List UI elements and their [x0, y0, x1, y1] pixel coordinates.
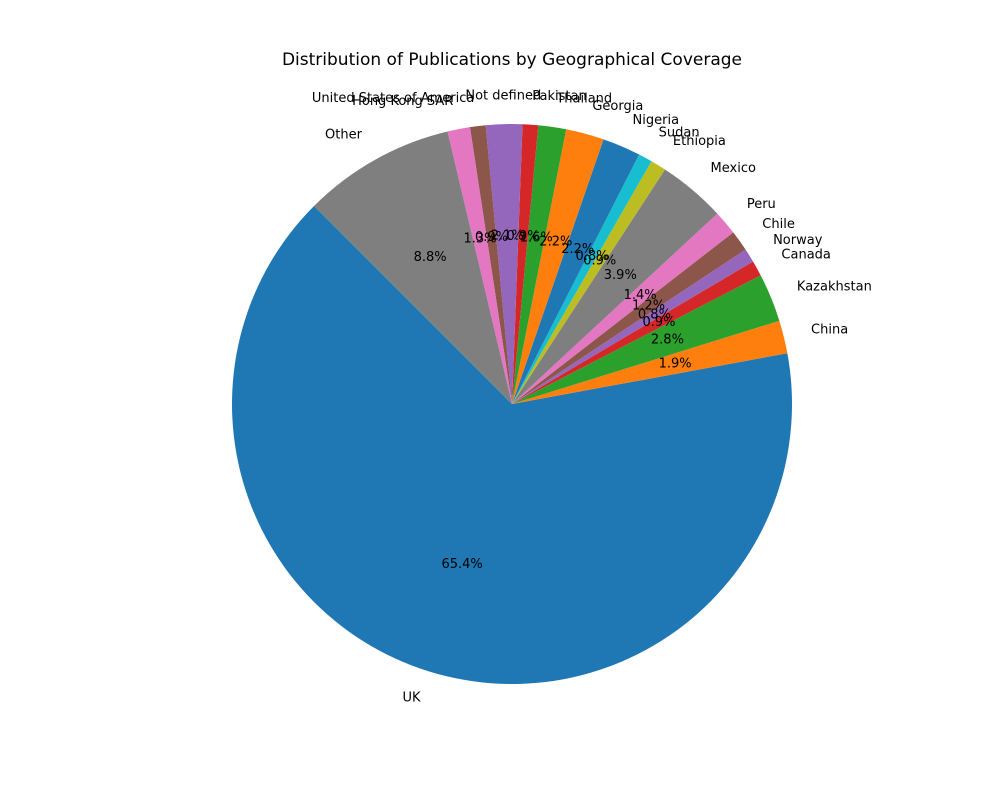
- pie-percent-labels: 65.4%1.9%2.8%0.9%0.8%1.2%1.4%3.9%0.9%0.8…: [414, 229, 692, 572]
- slice-label: Nigeria: [633, 113, 680, 128]
- pie-slice: [512, 154, 652, 404]
- slice-percent-label: 3.9%: [604, 268, 637, 283]
- slice-label: Ethiopia: [673, 134, 726, 149]
- slice-percent-label: 2.2%: [539, 234, 572, 249]
- slice-percent-label: 8.8%: [414, 250, 447, 265]
- slice-label: China: [811, 323, 848, 338]
- pie-slice: [512, 125, 567, 405]
- pie-slice: [512, 129, 604, 404]
- slice-percent-label: 65.4%: [441, 557, 482, 572]
- slice-label: Not defined: [465, 89, 541, 104]
- pie-slice: [512, 232, 746, 404]
- slice-percent-label: 0.9%: [507, 229, 540, 244]
- slice-percent-label: 2.1%: [491, 229, 524, 244]
- slice-label: Georgia: [592, 99, 643, 114]
- slice-percent-label: 0.9%: [642, 315, 675, 330]
- pie-slice: [512, 320, 788, 404]
- slice-label: UK: [402, 691, 421, 706]
- pie-slice: [512, 139, 640, 405]
- slice-percent-label: 0.8%: [575, 249, 608, 264]
- pie-slice: [512, 213, 734, 404]
- slice-label: Peru: [747, 197, 776, 212]
- slice-label: Mexico: [711, 161, 756, 176]
- slice-label: Thailand: [555, 92, 612, 107]
- chart-title: Distribution of Publications by Geograph…: [281, 50, 743, 70]
- slice-percent-label: 0.9%: [583, 253, 616, 268]
- pie-slice: [447, 127, 512, 404]
- slice-percent-label: 1.3%: [463, 232, 496, 247]
- slice-percent-label: 2.2%: [561, 242, 594, 257]
- pie-slice: [314, 131, 512, 404]
- pie-slices: [232, 124, 792, 684]
- slice-percent-label: 0.8%: [638, 307, 671, 322]
- pie-slice: [512, 161, 665, 404]
- slice-label: Hong Kong SAR: [352, 94, 453, 109]
- pie-slice: [232, 206, 792, 684]
- slice-label: United States of America: [312, 91, 474, 106]
- slice-label: Kazakhstan: [797, 280, 872, 295]
- slice-label: Norway: [773, 233, 823, 248]
- pie-slice: [512, 124, 539, 404]
- pie-slice: [512, 275, 780, 404]
- slice-percent-label: 2.8%: [651, 333, 684, 348]
- slice-percent-label: 1.4%: [624, 288, 657, 303]
- pie-slice: [485, 124, 523, 404]
- slice-label: Pakistan: [532, 89, 586, 104]
- slice-percent-label: 0.9%: [475, 230, 508, 245]
- slice-label: Canada: [781, 247, 830, 262]
- slice-percent-label: 1.9%: [659, 356, 692, 371]
- pie-slice: [469, 125, 512, 405]
- pie-slice: [512, 169, 718, 404]
- pie-slice: [512, 249, 754, 404]
- slice-percent-label: 1.2%: [632, 299, 665, 314]
- slice-percent-label: 1.6%: [520, 230, 553, 245]
- pie-slice: [512, 261, 761, 404]
- slice-label: Chile: [762, 217, 795, 232]
- slice-label: Sudan: [659, 126, 700, 141]
- slice-label: Other: [325, 128, 363, 143]
